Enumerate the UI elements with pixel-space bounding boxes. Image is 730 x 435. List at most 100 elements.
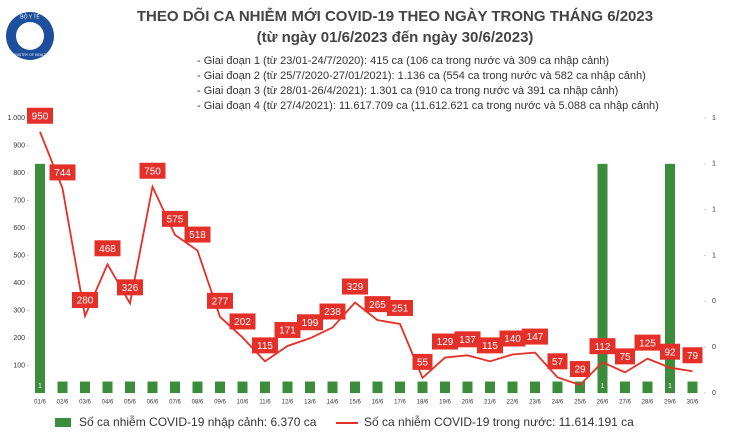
x-tick-label: 30/6	[687, 400, 699, 406]
x-tick-label: 18/6	[417, 400, 429, 406]
x-tick-label: 06/6	[147, 400, 159, 406]
x-tick-label: 04/6	[102, 400, 114, 406]
data-label-box	[72, 292, 98, 308]
data-label: 199	[302, 318, 319, 329]
bar-label: 1	[668, 383, 672, 390]
x-tick-label: 20/6	[462, 400, 474, 406]
bar	[372, 381, 383, 393]
bar	[57, 381, 68, 393]
bar	[80, 381, 90, 393]
annotation: - Giai đoạn 2 (từ 25/7/2020-27/01/2021):…	[197, 70, 646, 82]
y2-tick-label: 1	[712, 207, 716, 214]
x-tick-label: 05/6	[124, 400, 136, 406]
data-label-box	[274, 321, 301, 338]
y-tick-label: 200	[13, 335, 25, 342]
y-tick-label: 400	[13, 280, 25, 287]
data-label: 202	[234, 317, 251, 328]
data-label: 115	[257, 341, 273, 352]
bar	[305, 381, 315, 393]
data-label-box	[634, 334, 661, 351]
data-label: 277	[212, 296, 229, 307]
data-label: 238	[324, 307, 341, 318]
data-label: 575	[167, 215, 184, 226]
legend-label: Số ca nhiễm COVID-19 nhập cảnh: 6.370 ca	[79, 414, 317, 429]
bar	[440, 381, 450, 393]
bar	[642, 381, 653, 393]
data-label: 125	[639, 338, 656, 349]
y-tick-label: 100	[13, 362, 25, 369]
data-label-box	[547, 353, 568, 370]
x-tick-label: 26/6	[597, 400, 609, 406]
bar	[260, 381, 270, 393]
data-label: 171	[279, 326, 296, 337]
data-label: 744	[54, 168, 71, 179]
x-tick-label: 19/6	[439, 400, 451, 406]
bar	[350, 381, 360, 393]
bar	[485, 381, 495, 393]
x-tick-label: 17/6	[394, 400, 406, 406]
annotation: - Giai đoạn 4 (từ 27/4/2021): 11.617.709…	[197, 100, 659, 112]
y-tick-label: 500	[13, 252, 25, 259]
logo-inner	[16, 22, 44, 50]
data-label: 468	[99, 244, 116, 255]
x-tick-label: 25/6	[574, 400, 586, 406]
bar	[395, 381, 405, 393]
data-label: 57	[552, 357, 564, 368]
y2-tick-label: 1	[712, 115, 716, 122]
data-label: 265	[369, 300, 386, 311]
x-tick-label: 01/6	[34, 400, 46, 406]
x-tick-label: 13/6	[304, 400, 316, 406]
data-label-box	[387, 299, 413, 316]
data-label: 29	[574, 365, 586, 376]
y2-tick-label: 0	[712, 344, 716, 351]
bar	[215, 381, 225, 393]
x-tick-label: 15/6	[349, 400, 361, 406]
chart-title: THEO DÕI CA NHIỄM MỚI COVID-19 THEO NGÀY…	[137, 7, 653, 25]
x-tick-label: 08/6	[192, 400, 204, 406]
data-label: 518	[189, 230, 206, 241]
data-label-box	[660, 343, 680, 360]
data-label-box	[27, 107, 53, 124]
x-tick-label: 12/6	[282, 400, 294, 406]
bar	[102, 381, 113, 393]
bar	[530, 381, 540, 393]
data-label-box	[432, 333, 458, 350]
y-tick-label: 900	[13, 142, 25, 149]
data-label-box	[139, 162, 166, 179]
data-label: 251	[392, 304, 409, 315]
bar	[192, 381, 203, 393]
x-tick-label: 28/6	[642, 400, 654, 406]
bar	[170, 381, 180, 393]
y-tick-label: 600	[13, 225, 25, 232]
data-label: 137	[459, 335, 476, 346]
data-label-box	[682, 347, 703, 364]
bar	[575, 381, 585, 393]
bar	[282, 381, 293, 393]
y-tick-label: 700	[13, 197, 25, 204]
bar	[35, 163, 45, 393]
data-label-box	[94, 240, 121, 257]
data-label: 280	[77, 296, 94, 307]
y-tick-label: 800	[13, 170, 25, 177]
bar	[665, 163, 675, 393]
bar-label: 1	[38, 383, 42, 390]
y2-tick-label: 1	[712, 161, 716, 168]
x-tick-label: 22/6	[507, 400, 519, 406]
data-label: 326	[122, 283, 139, 294]
data-label-box	[184, 226, 211, 243]
x-tick-label: 24/6	[552, 400, 564, 406]
logo-top: BỘ Y TẾ	[20, 13, 40, 20]
data-label-box	[364, 296, 391, 313]
data-label-box	[589, 338, 616, 355]
bar	[237, 381, 248, 393]
y2-tick-label: 0	[712, 390, 716, 397]
bar	[125, 381, 135, 393]
data-label: 950	[32, 111, 49, 122]
data-label: 75	[619, 352, 631, 363]
data-label-box	[207, 292, 233, 309]
y2-tick-label: 0	[712, 298, 716, 305]
data-label: 115	[482, 341, 498, 352]
data-label-box	[162, 210, 188, 227]
data-label-box	[412, 353, 433, 370]
